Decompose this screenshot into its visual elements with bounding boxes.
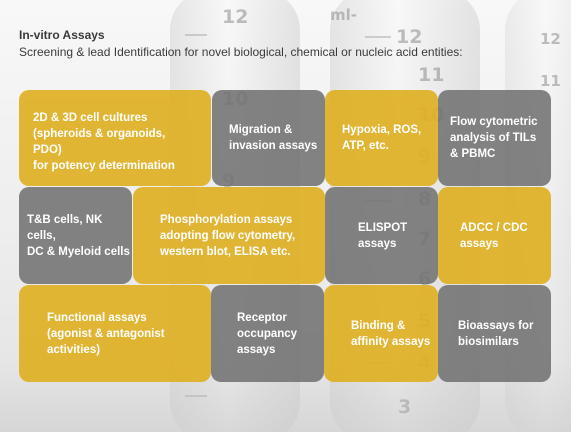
assay-card-2d-3d-cell-cultures: 2D & 3D cell cultures (spheroids & organo… [19, 90, 211, 186]
section-subtitle: Screening & lead Identification for nove… [19, 45, 463, 59]
assay-card-binding-affinity: Binding & affinity assays [324, 285, 438, 382]
cylinder-graduation [185, 34, 207, 36]
assay-card-phosphorylation: Phosphorylation assays adopting flow cyto… [133, 187, 325, 284]
assay-card-receptor-occupancy: Receptor occupancy assays [211, 285, 324, 382]
assay-card-label: 2D & 3D cell cultures (spheroids & organo… [33, 112, 175, 172]
assay-card-label: Flow cytometric analysis of TILs & PBMC [450, 116, 538, 160]
assay-card-tb-nk-dc-myeloid: T&B cells, NK cells, DC & Myeloid cells [19, 187, 132, 284]
cylinder-graduation [185, 395, 207, 397]
assay-card-label: ADCC / CDC assays [460, 221, 528, 250]
assay-card-bioassays-biosimilars: Bioassays for biosimilars [438, 285, 551, 382]
assay-card-functional: Functional assays (agonist & antagonist ac… [19, 285, 211, 382]
assay-card-migration-invasion: Migration & invasion assays [212, 90, 325, 186]
assay-card-label: Hypoxia, ROS, ATP, etc. [342, 124, 422, 152]
assay-card-elispot: ELISPOT assays [325, 187, 438, 284]
assay-card-hypoxia-ros-atp: Hypoxia, ROS, ATP, etc. [325, 90, 438, 186]
cylinder-tick: 12 [540, 30, 561, 48]
assay-card-label: Bioassays for biosimilars [458, 319, 534, 348]
assay-card-label: Phosphorylation assays adopting flow cyto… [160, 213, 296, 258]
cylinder-graduation [365, 36, 391, 38]
assay-card-label: Binding & affinity assays [351, 319, 431, 348]
cylinder-tick: 12 [396, 26, 423, 48]
section-header: In-vitro Assays Screening & lead Identif… [19, 27, 559, 61]
assay-card-label: ELISPOT assays [358, 221, 408, 250]
assay-card-label: Migration & invasion assays [229, 124, 318, 152]
cylinder-label: ml- [330, 6, 357, 24]
cylinder-tick: 11 [418, 64, 445, 86]
cylinder-tick: 12 [222, 6, 249, 28]
section-title: In-vitro Assays [19, 28, 105, 42]
assay-card-flow-cytometric-tils: Flow cytometric analysis of TILs & PBMC [438, 90, 551, 186]
cylinder-tick: 3 [398, 396, 411, 418]
assay-card-label: T&B cells, NK cells, DC & Myeloid cells [27, 213, 130, 258]
assay-card-adcc-cdc: ADCC / CDC assays [438, 187, 551, 284]
assay-card-label: Receptor occupancy assays [237, 311, 298, 356]
cylinder-tick: 11 [540, 72, 561, 90]
assay-card-label: Functional assays (agonist & antagonist ac… [47, 311, 165, 356]
